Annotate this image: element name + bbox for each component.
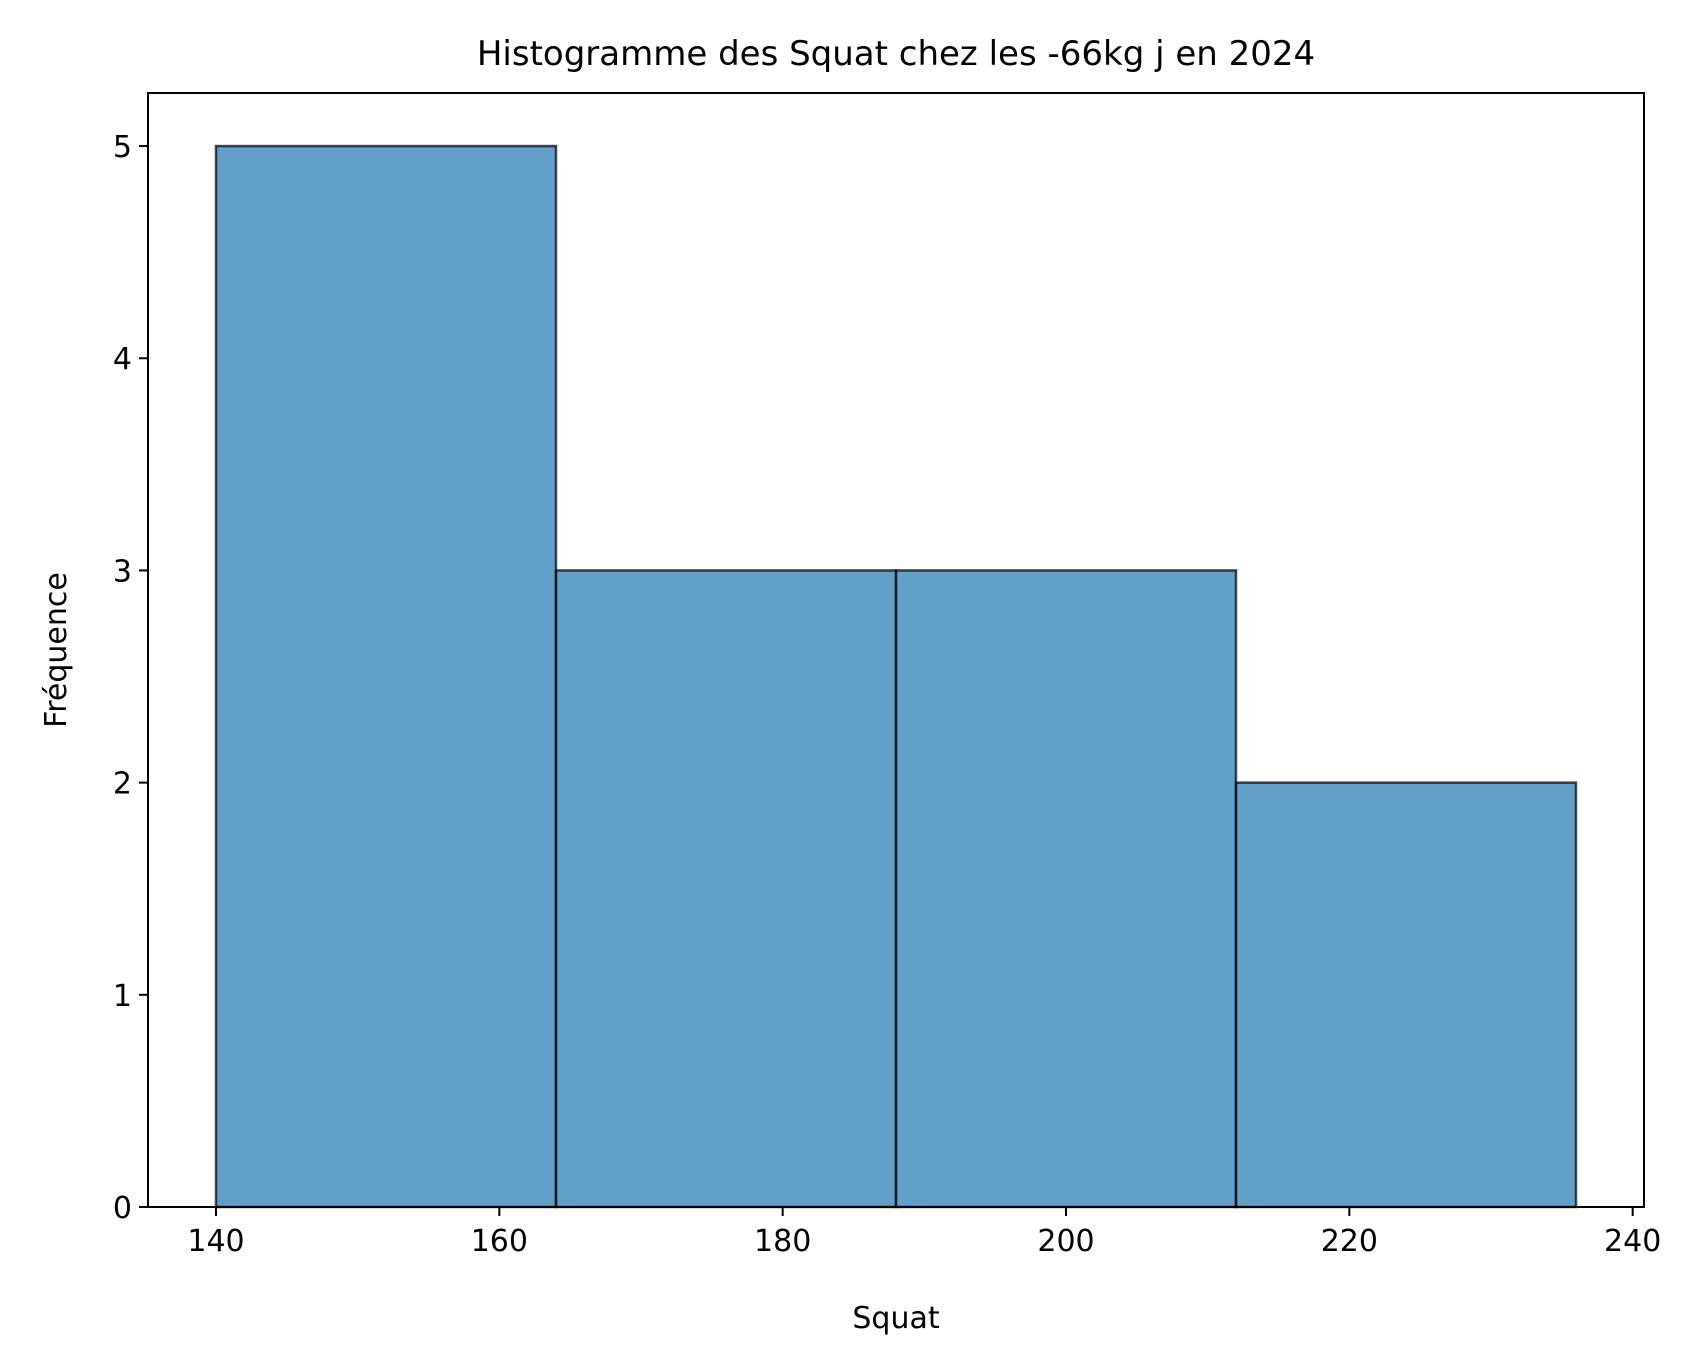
x-tick-label-200: 200 xyxy=(1037,1224,1094,1259)
histogram-bar-2 xyxy=(554,569,898,1209)
x-tick-label-180: 180 xyxy=(754,1224,811,1259)
chart-title: Histogramme des Squat chez les -66kg j e… xyxy=(477,34,1315,74)
y-tick-label-0: 0 xyxy=(113,1191,132,1226)
y-tick-label-2: 2 xyxy=(113,767,132,802)
x-tick-label-220: 220 xyxy=(1321,1224,1378,1259)
histogram-bar-4 xyxy=(1234,781,1578,1209)
x-tick-label-240: 240 xyxy=(1604,1224,1661,1259)
y-tick-label-1: 1 xyxy=(113,979,132,1014)
y-axis-label: Fréquence xyxy=(39,572,74,728)
x-tick-label-140: 140 xyxy=(187,1224,244,1259)
y-tick-label-4: 4 xyxy=(113,342,132,377)
bars-layer xyxy=(214,144,1578,1209)
histogram-bar-1 xyxy=(214,144,558,1209)
y-axis-ticks: 0 1 2 3 4 5 xyxy=(113,130,148,1226)
x-axis-label: Squat xyxy=(852,1301,939,1336)
x-tick-label-160: 160 xyxy=(471,1224,528,1259)
histogram-bar-3 xyxy=(894,569,1238,1209)
y-tick-label-5: 5 xyxy=(113,130,132,165)
plot-area-frame xyxy=(147,92,1645,1208)
x-axis-ticks: 140 160 180 200 220 240 xyxy=(187,1207,1661,1259)
y-tick-label-3: 3 xyxy=(113,554,132,589)
